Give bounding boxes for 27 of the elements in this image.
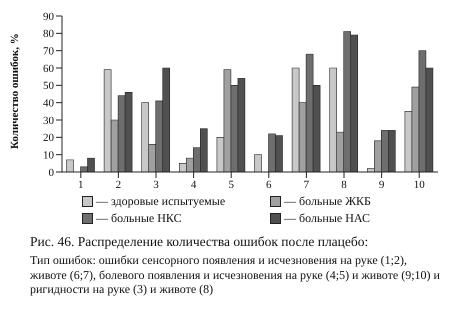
x-tick-label: 7 bbox=[304, 178, 310, 191]
y-tick-label: 30 bbox=[43, 114, 54, 127]
text: Тип ошибок: ошибки сенсорного появления и исчезновения на руке (1;2), животе (6;7), болевого появления и исчезновения на руке (4;5) и животе (9;10) и ригидности на руке (3) и животе (8) bbox=[29, 253, 441, 296]
legend-label: — больные НАС bbox=[284, 211, 370, 226]
x-tick-label: 9 bbox=[378, 178, 385, 191]
x-tick-label: 6 bbox=[266, 178, 272, 191]
x-tick-label: 10 bbox=[414, 178, 426, 191]
y-tick-label: 70 bbox=[43, 46, 54, 58]
y-tick-label: 80 bbox=[43, 28, 54, 40]
x-tick-label: 8 bbox=[341, 178, 348, 191]
x-tick-label: 3 bbox=[153, 178, 160, 191]
x-tick-label: 2 bbox=[116, 178, 122, 191]
text: Рис. 46. Распределение количества ошибок после плацебо: bbox=[29, 234, 370, 250]
y-tick-label: 60 bbox=[43, 62, 54, 75]
y-axis-title: Количество ошибок, % bbox=[8, 33, 21, 149]
y-tick-label: 50 bbox=[43, 80, 54, 92]
legend-label: — больные ЖКБ bbox=[284, 194, 371, 209]
legend-label: — больные НКС bbox=[96, 211, 182, 226]
y-tick-label: 10 bbox=[43, 150, 54, 162]
y-tick-label: 90 bbox=[43, 10, 54, 23]
x-tick-label: 4 bbox=[190, 178, 197, 191]
x-tick-label: 1 bbox=[78, 178, 84, 191]
y-tick-label: 20 bbox=[43, 132, 54, 144]
y-tick-label: 40 bbox=[43, 98, 54, 110]
y-tick-label: 0 bbox=[48, 166, 54, 179]
x-tick-label: 5 bbox=[228, 178, 234, 191]
legend-label: — здоровые испытуемые bbox=[96, 194, 226, 209]
